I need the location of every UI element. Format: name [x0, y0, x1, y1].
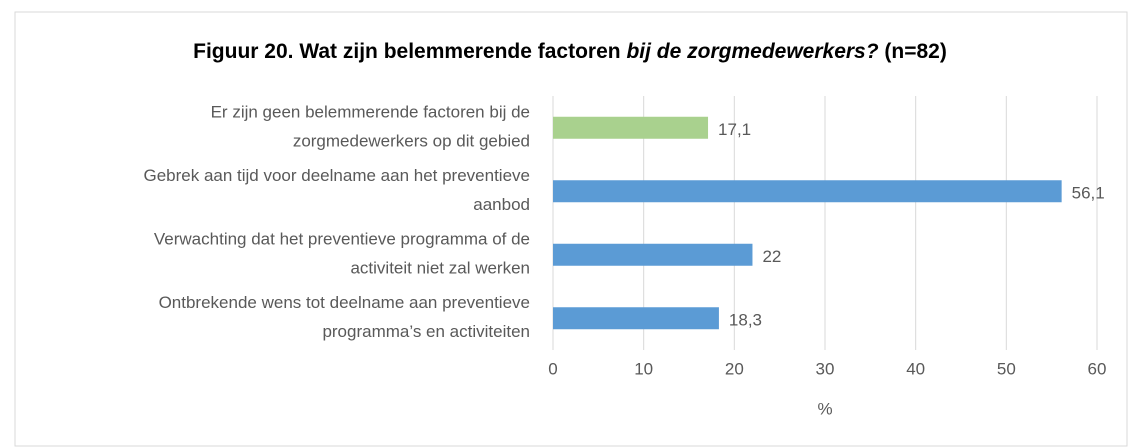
x-tick-label: 60: [1088, 359, 1107, 378]
y-tick-label-line: programma’s en activiteiten: [322, 322, 530, 341]
y-tick-label: Er zijn geen belemmerende factoren bij d…: [211, 103, 530, 151]
y-tick-label: Gebrek aan tijd voor deelname aan het pr…: [143, 166, 530, 214]
title-part: (n=82): [884, 40, 946, 63]
x-tick-label: 10: [634, 359, 653, 378]
value-label: 22: [762, 247, 781, 266]
value-label: 56,1: [1072, 184, 1105, 203]
y-tick-label: Verwachting dat het preventieve programm…: [154, 230, 530, 278]
bar: [553, 116, 709, 139]
y-tick-label-line: Er zijn geen belemmerende factoren bij d…: [211, 103, 530, 122]
x-axis-label: %: [817, 399, 832, 418]
y-tick-label-line: zorgmedewerkers op dit gebied: [293, 132, 530, 151]
chart-title: Figuur 20. Wat zijn belemmerende factore…: [193, 40, 947, 63]
title-part: Figuur 20. Wat zijn belemmerende factore…: [193, 40, 620, 63]
chart-frame: [14, 11, 1128, 447]
y-tick-label: Ontbrekende wens tot deelname aan preven…: [159, 293, 530, 341]
y-tick-label-line: Ontbrekende wens tot deelname aan preven…: [159, 293, 530, 312]
x-tick-label: 50: [997, 359, 1016, 378]
y-tick-label-line: Verwachting dat het preventieve programm…: [154, 230, 530, 249]
title-part: bij de zorgmedewerkers?: [626, 40, 878, 63]
value-label: 18,3: [729, 311, 762, 330]
y-tick-label-line: Gebrek aan tijd voor deelname aan het pr…: [143, 166, 530, 185]
x-tick-label: 40: [906, 359, 925, 378]
y-tick-label-line: aanbod: [473, 195, 530, 214]
x-tick-label: 30: [816, 359, 835, 378]
y-tick-label-line: activiteit niet zal werken: [350, 259, 530, 278]
x-tick-label: 0: [548, 359, 557, 378]
bar: [553, 243, 753, 266]
bar: [553, 180, 1062, 203]
x-tick-label: 20: [725, 359, 744, 378]
bar: [553, 307, 719, 330]
value-label: 17,1: [718, 120, 751, 139]
